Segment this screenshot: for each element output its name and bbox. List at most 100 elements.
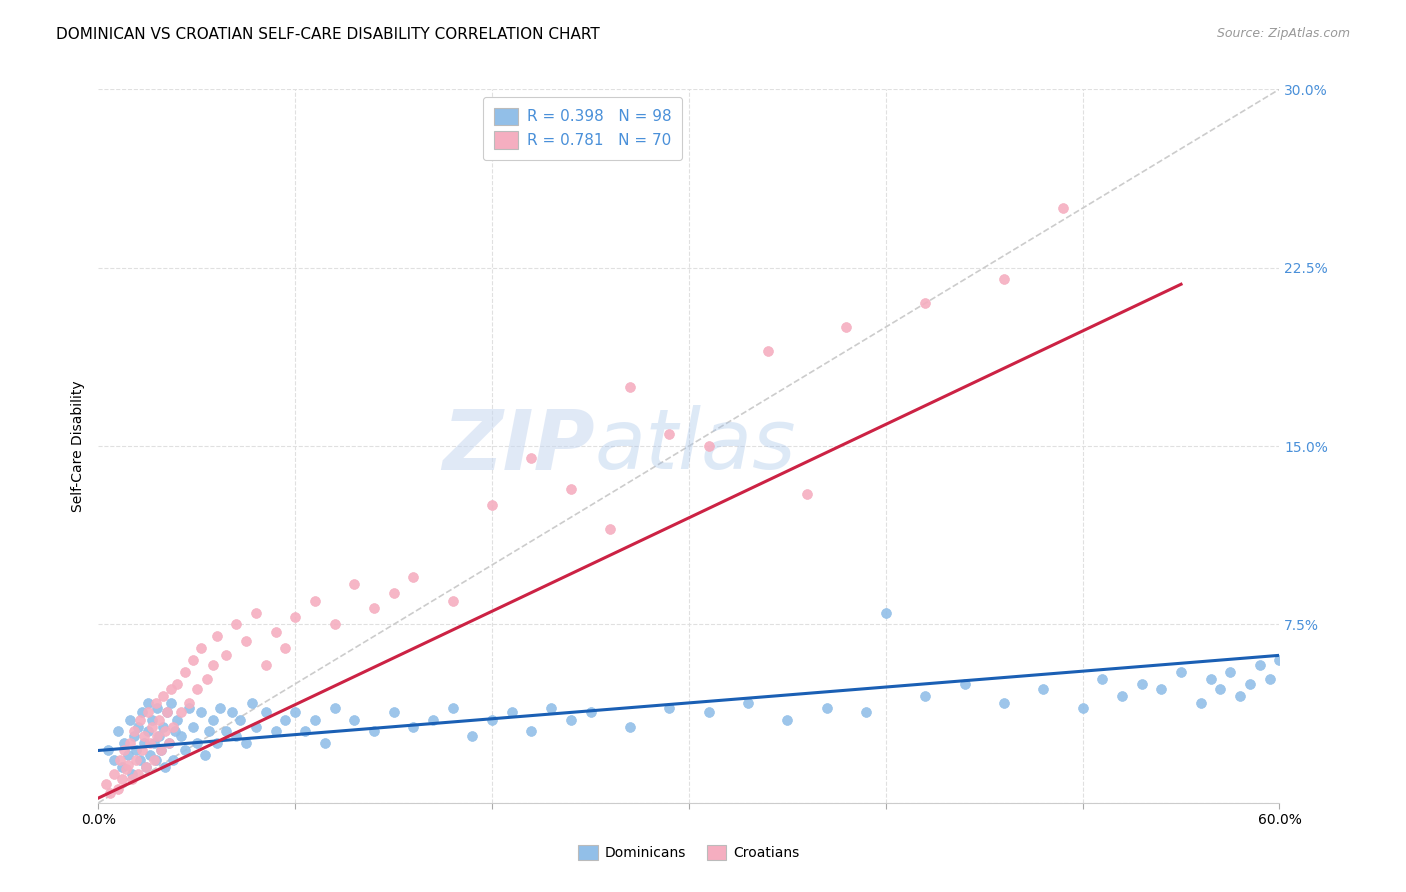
Point	[122, 729, 145, 743]
Point	[142, 753, 165, 767]
Point	[1209, 681, 1232, 696]
Point	[1032, 681, 1054, 696]
Point	[382, 706, 405, 720]
Point	[481, 499, 503, 513]
Point	[160, 681, 183, 696]
Point	[96, 777, 118, 791]
Point	[520, 450, 543, 465]
Point	[125, 743, 148, 757]
Point	[115, 763, 138, 777]
Point	[112, 736, 135, 750]
Point	[323, 700, 346, 714]
Point	[132, 736, 155, 750]
Point	[215, 724, 238, 739]
Point	[136, 724, 159, 739]
Point	[107, 724, 129, 739]
Point	[441, 593, 464, 607]
Point	[1170, 665, 1192, 679]
Point	[117, 748, 139, 763]
Point	[240, 696, 263, 710]
Point	[97, 743, 120, 757]
Point	[776, 713, 799, 727]
Point	[122, 724, 145, 739]
Point	[152, 720, 174, 734]
Point	[815, 700, 838, 714]
Point	[314, 736, 336, 750]
Point	[138, 748, 160, 763]
Point	[190, 706, 212, 720]
Point	[215, 648, 238, 663]
Point	[181, 653, 204, 667]
Point	[141, 720, 163, 734]
Point	[1268, 653, 1291, 667]
Point	[138, 736, 160, 750]
Point	[1229, 689, 1251, 703]
Point	[160, 696, 183, 710]
Point	[155, 724, 177, 739]
Point	[1219, 665, 1241, 679]
Text: atlas: atlas	[595, 406, 796, 486]
Legend: Dominicans, Croatians: Dominicans, Croatians	[571, 838, 807, 867]
Point	[103, 767, 125, 781]
Point	[162, 720, 184, 734]
Point	[304, 713, 326, 727]
Point	[201, 713, 224, 727]
Point	[1130, 677, 1153, 691]
Point	[579, 706, 602, 720]
Point	[274, 641, 297, 656]
Point	[107, 781, 129, 796]
Point	[235, 634, 257, 648]
Point	[914, 689, 936, 703]
Point	[98, 786, 121, 800]
Point	[135, 760, 157, 774]
Point	[150, 743, 173, 757]
Point	[156, 706, 179, 720]
Point	[205, 736, 228, 750]
Point	[520, 724, 543, 739]
Point	[229, 713, 252, 727]
Point	[294, 724, 316, 739]
Point	[166, 713, 188, 727]
Point	[835, 320, 858, 334]
Point	[209, 700, 232, 714]
Point	[363, 600, 385, 615]
Point	[135, 760, 157, 774]
Point	[560, 482, 582, 496]
Point	[128, 713, 150, 727]
Point	[127, 720, 149, 734]
Point	[914, 296, 936, 310]
Point	[195, 672, 218, 686]
Point	[177, 700, 200, 714]
Point	[186, 681, 208, 696]
Point	[170, 729, 193, 743]
Point	[254, 657, 277, 672]
Point	[540, 700, 562, 714]
Point	[264, 624, 287, 639]
Point	[619, 379, 641, 393]
Point	[560, 713, 582, 727]
Point	[136, 696, 159, 710]
Point	[201, 657, 224, 672]
Point	[343, 577, 366, 591]
Point	[235, 736, 257, 750]
Point	[1239, 677, 1261, 691]
Point	[875, 606, 897, 620]
Point	[245, 606, 267, 620]
Point	[993, 696, 1015, 710]
Point	[254, 706, 277, 720]
Point	[136, 706, 159, 720]
Point	[190, 641, 212, 656]
Point	[225, 617, 247, 632]
Point	[165, 724, 187, 739]
Point	[481, 713, 503, 727]
Point	[152, 689, 174, 703]
Point	[953, 677, 976, 691]
Point	[128, 753, 150, 767]
Point	[225, 729, 247, 743]
Point	[127, 767, 149, 781]
Point	[1111, 689, 1133, 703]
Point	[461, 729, 484, 743]
Text: DOMINICAN VS CROATIAN SELF-CARE DISABILITY CORRELATION CHART: DOMINICAN VS CROATIAN SELF-CARE DISABILI…	[56, 27, 600, 42]
Point	[1249, 657, 1271, 672]
Point	[284, 706, 307, 720]
